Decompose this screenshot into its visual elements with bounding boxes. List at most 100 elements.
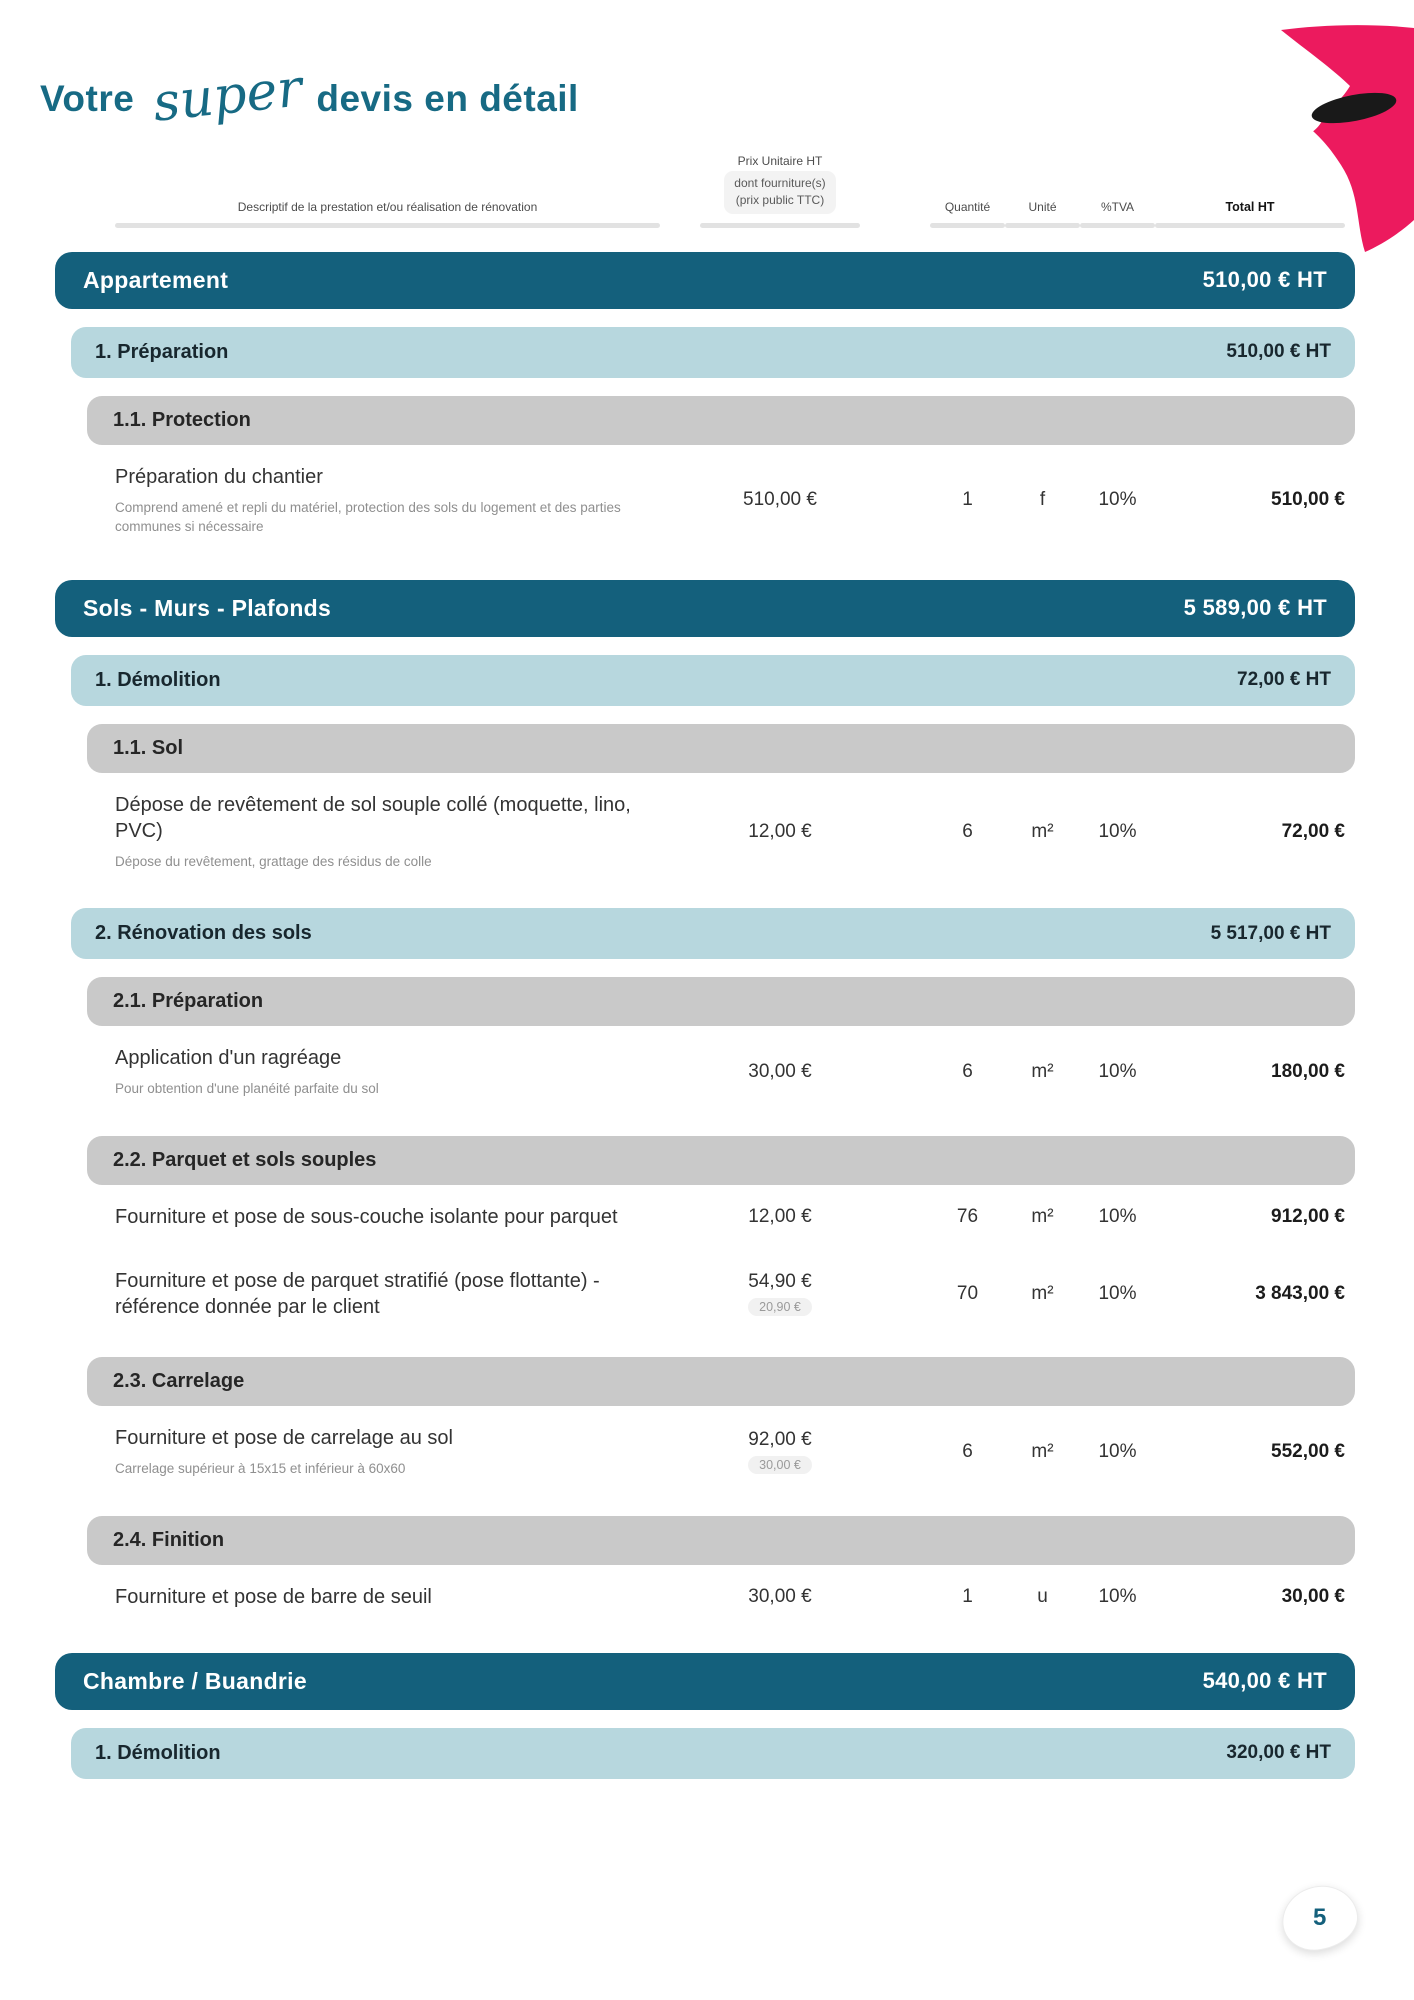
item-total: 3 843,00 € bbox=[1255, 1283, 1345, 1305]
group-title: 2. Rénovation des sols bbox=[95, 922, 312, 945]
page-number-badge: 5 bbox=[1278, 1882, 1362, 1954]
subgroup-header-band: 1.1. Protection bbox=[87, 395, 1355, 445]
item-subtext: Pour obtention d'une planéité parfaite d… bbox=[115, 1081, 379, 1097]
item-total: 510,00 € bbox=[1271, 489, 1345, 511]
group-header-band: 1. Préparation 510,00 € HT bbox=[71, 326, 1355, 378]
page-title-suffix: devis en détail bbox=[316, 78, 579, 119]
section-header-band: Sols - Murs - Plafonds 5 589,00 € HT bbox=[55, 579, 1355, 637]
group-total: 320,00 € HT bbox=[1226, 1742, 1331, 1764]
item-unit-price-cell: 30,00 € bbox=[660, 1061, 860, 1083]
unit-header-label: Unité bbox=[1028, 199, 1057, 214]
group-header-band: 1. Démolition 72,00 € HT bbox=[71, 654, 1355, 706]
subgroup-title: 2.3. Carrelage bbox=[113, 1370, 245, 1393]
item-name: Fourniture et pose de barre de seuil bbox=[115, 1585, 432, 1608]
item-unit-price-cell: 12,00 € bbox=[660, 1206, 860, 1228]
item-subtext: Comprend amené et repli du matériel, pro… bbox=[115, 499, 621, 535]
group-total: 72,00 € HT bbox=[1237, 669, 1331, 691]
item-quantity: 6 bbox=[962, 820, 973, 842]
item-vat: 10% bbox=[1098, 1061, 1137, 1083]
column-header-total: Total HT bbox=[1155, 200, 1355, 228]
quote-section: Chambre / Buandrie 540,00 € HT 1. Démoliti… bbox=[55, 1652, 1355, 1779]
item-vat: 10% bbox=[1098, 489, 1137, 511]
item-name: Dépose de revêtement de sol souple collé… bbox=[115, 793, 631, 842]
subgroup-header-band: 2.2. Parquet et sols souples bbox=[87, 1136, 1355, 1186]
quantity-header-label: Quantité bbox=[944, 199, 991, 214]
column-header-quantity: Quantité bbox=[860, 200, 1005, 228]
section-total: 5 589,00 € HT bbox=[1183, 595, 1327, 621]
subgroup-title: 2.1. Préparation bbox=[113, 990, 264, 1013]
item-row: Fourniture et pose de sous-couche isolan… bbox=[55, 1185, 1355, 1249]
unit-price-header-line3: (prix public TTC) bbox=[735, 193, 825, 208]
item-total: 912,00 € bbox=[1271, 1206, 1345, 1228]
subgroup-title: 1.1. Sol bbox=[113, 736, 184, 759]
brand-logo-icon bbox=[1278, 25, 1414, 253]
item-quantity: 6 bbox=[962, 1061, 973, 1083]
column-underline bbox=[1155, 222, 1345, 228]
item-total: 72,00 € bbox=[1281, 820, 1345, 842]
item-total: 552,00 € bbox=[1271, 1440, 1345, 1462]
section-title: Chambre / Buandrie bbox=[83, 1667, 307, 1694]
unit-price-value: 12,00 € bbox=[748, 820, 812, 842]
item-name: Application d'un ragréage bbox=[115, 1047, 342, 1070]
section-header-band: Appartement 510,00 € HT bbox=[55, 251, 1355, 309]
column-header-description: Descriptif de la prestation et/ou réalis… bbox=[55, 200, 660, 228]
group-title: 1. Démolition bbox=[95, 668, 221, 691]
item-description-cell: Dépose de revêtement de sol souple collé… bbox=[55, 792, 660, 872]
total-header-label: Total HT bbox=[1225, 199, 1275, 214]
vat-header-label: %TVA bbox=[1100, 199, 1135, 214]
column-underline bbox=[930, 222, 1005, 228]
item-quantity: 6 bbox=[962, 1440, 973, 1462]
item-row: Dépose de revêtement de sol souple collé… bbox=[55, 773, 1355, 891]
subgroup-title: 2.4. Finition bbox=[113, 1528, 225, 1551]
unit-price-value: 12,00 € bbox=[748, 1206, 812, 1228]
item-row: Fourniture et pose de parquet stratifié … bbox=[55, 1249, 1355, 1339]
sections: Appartement 510,00 € HT 1. Préparation 510,… bbox=[55, 251, 1355, 1779]
section-total: 540,00 € HT bbox=[1202, 1668, 1327, 1694]
unit-price-value: 510,00 € bbox=[743, 489, 817, 511]
item-description-cell: Fourniture et pose de sous-couche isolan… bbox=[55, 1204, 660, 1230]
group-title: 1. Préparation bbox=[95, 340, 229, 363]
unit-price-header-line2: dont fourniture(s) bbox=[734, 176, 826, 190]
item-row: Fourniture et pose de barre de seuil 30,0… bbox=[55, 1565, 1355, 1629]
item-subtext: Dépose du revêtement, grattage des résid… bbox=[115, 853, 432, 869]
group-header-band: 1. Démolition 320,00 € HT bbox=[71, 1727, 1355, 1779]
item-description-cell: Application d'un ragréage Pour obtention … bbox=[55, 1045, 660, 1099]
item-unit: m² bbox=[1031, 1206, 1054, 1228]
item-row: Application d'un ragréage Pour obtention … bbox=[55, 1026, 1355, 1118]
item-unit-price-cell: 30,00 € bbox=[660, 1586, 860, 1608]
section-header-band: Chambre / Buandrie 540,00 € HT bbox=[55, 1652, 1355, 1710]
item-unit-price-cell: 510,00 € bbox=[660, 489, 860, 511]
unit-price-supply-value: 30,00 € bbox=[748, 1455, 812, 1474]
item-vat: 10% bbox=[1098, 1440, 1137, 1462]
subgroup-header-band: 2.4. Finition bbox=[87, 1515, 1355, 1565]
item-vat: 10% bbox=[1098, 820, 1137, 842]
unit-price-value: 92,00 € bbox=[748, 1428, 812, 1450]
item-unit: m² bbox=[1031, 820, 1054, 842]
subgroup-title: 2.2. Parquet et sols souples bbox=[113, 1149, 377, 1172]
section-title: Sols - Murs - Plafonds bbox=[83, 594, 332, 621]
item-unit: m² bbox=[1031, 1283, 1054, 1305]
column-underline bbox=[1005, 222, 1080, 228]
subgroup-title: 1.1. Protection bbox=[113, 408, 251, 431]
column-underline bbox=[700, 222, 860, 228]
page-number: 5 bbox=[1313, 1904, 1327, 1932]
unit-price-value: 30,00 € bbox=[748, 1585, 812, 1607]
item-vat: 10% bbox=[1098, 1206, 1137, 1228]
unit-price-header-pill: dont fourniture(s) (prix public TTC) bbox=[724, 171, 836, 214]
subgroup-header-band: 2.1. Préparation bbox=[87, 977, 1355, 1027]
item-quantity: 76 bbox=[956, 1206, 979, 1228]
item-vat: 10% bbox=[1098, 1585, 1137, 1607]
section-title: Appartement bbox=[83, 266, 229, 293]
item-total: 180,00 € bbox=[1271, 1061, 1345, 1083]
item-name: Fourniture et pose de carrelage au sol bbox=[115, 1427, 453, 1450]
column-header-unit: Unité bbox=[1005, 200, 1080, 228]
item-description-cell: Fourniture et pose de parquet stratifié … bbox=[55, 1268, 660, 1320]
group-total: 510,00 € HT bbox=[1226, 341, 1331, 363]
table-header-row: Descriptif de la prestation et/ou réalis… bbox=[55, 154, 1355, 228]
column-underline bbox=[1080, 222, 1155, 228]
column-header-description-label: Descriptif de la prestation et/ou réalis… bbox=[237, 199, 538, 214]
item-description-cell: Fourniture et pose de carrelage au sol Ca… bbox=[55, 1425, 660, 1479]
column-header-unit-price: Prix Unitaire HT dont fourniture(s) (pri… bbox=[660, 154, 860, 228]
page-title: Votre super devis en détail bbox=[0, 0, 1414, 133]
